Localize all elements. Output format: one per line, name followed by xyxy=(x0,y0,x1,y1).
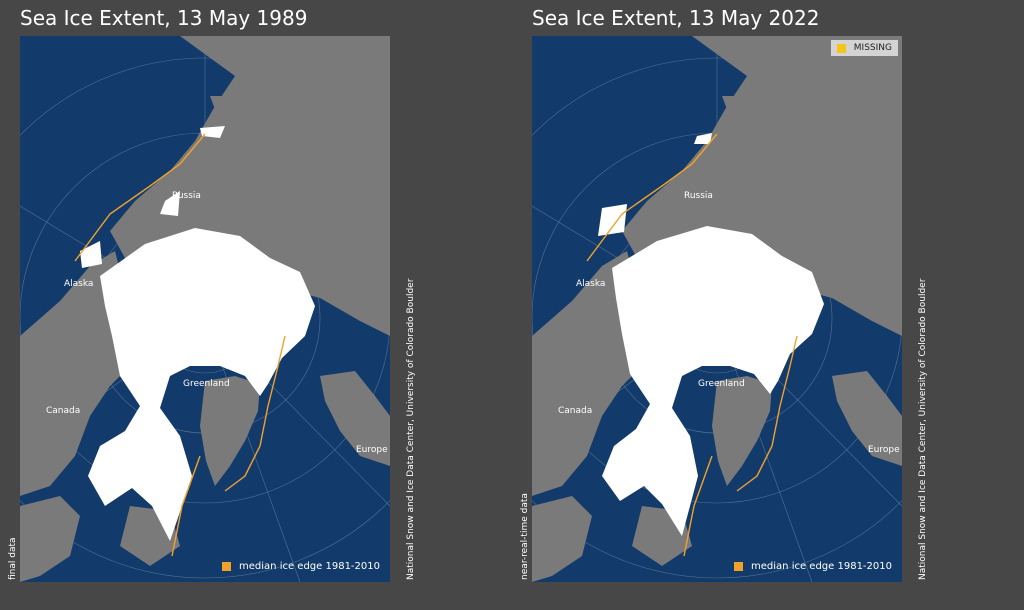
median-edge-label: median ice edge 1981-2010 xyxy=(751,561,892,572)
label-europe: Europe xyxy=(356,445,388,455)
median-edge-label: median ice edge 1981-2010 xyxy=(239,561,380,572)
label-alaska: Alaska xyxy=(64,279,94,289)
sea-ice xyxy=(80,126,315,541)
sea-ice-map-1989: Russia Alaska Canada Greenland Europe me… xyxy=(20,36,390,582)
label-europe: Europe xyxy=(868,445,900,455)
label-canada: Canada xyxy=(558,406,593,416)
label-canada: Canada xyxy=(46,406,81,416)
map-graphic xyxy=(20,36,390,582)
label-alaska: Alaska xyxy=(576,279,606,289)
map-title-1989: Sea Ice Extent, 13 May 1989 xyxy=(20,6,308,30)
credit-label-1989: National Snow and Ice Data Center, Unive… xyxy=(406,278,416,580)
median-ice-edge-line xyxy=(586,133,798,557)
status-label-1989: final data xyxy=(8,537,18,580)
median-edge-legend: median ice edge 1981-2010 xyxy=(734,561,892,572)
label-greenland: Greenland xyxy=(183,379,230,389)
median-edge-swatch xyxy=(222,562,232,571)
map-graphic xyxy=(532,36,902,582)
sea-ice xyxy=(598,133,824,536)
credit-label-2022: National Snow and Ice Data Center, Unive… xyxy=(918,278,928,580)
missing-legend: MISSING xyxy=(830,40,898,56)
missing-label: MISSING xyxy=(853,43,892,53)
sea-ice-map-2022: Russia Alaska Canada Greenland Europe MI… xyxy=(532,36,902,582)
status-label-2022: near-real-time data xyxy=(520,493,530,580)
median-ice-edge-line xyxy=(74,133,286,557)
label-greenland: Greenland xyxy=(698,379,745,389)
median-edge-swatch xyxy=(734,562,744,571)
map-title-2022: Sea Ice Extent, 13 May 2022 xyxy=(532,6,820,30)
missing-swatch xyxy=(836,43,846,53)
label-russia: Russia xyxy=(172,191,201,201)
label-russia: Russia xyxy=(684,191,713,201)
median-edge-legend: median ice edge 1981-2010 xyxy=(222,561,380,572)
